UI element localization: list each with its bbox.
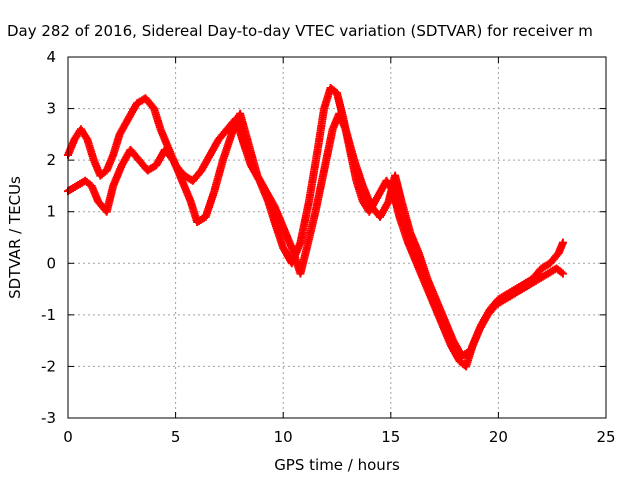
y-tick-labels: 4 3 2 1 0 -1 -2 -3 [41,48,56,427]
x-axis-label: GPS time / hours [274,456,400,474]
x-tick-labels: 0 5 10 15 20 25 [63,428,615,446]
grid-lines [68,57,606,418]
axis-ticks [67,56,607,419]
y-tick-label: 2 [46,151,56,169]
data-point [558,238,567,247]
y-tick-label: 3 [46,100,56,118]
data-points [64,83,567,371]
plot-frame [67,56,607,419]
data-point [557,268,566,277]
chart-title: Day 282 of 2016, Sidereal Day-to-day VTE… [7,22,593,40]
y-axis-label: SDTVAR / TECUs [6,176,24,299]
x-tick-label: 20 [489,428,508,446]
y-tick-label: 0 [46,254,56,272]
x-tick-label: 15 [381,428,400,446]
x-tick-label: 5 [171,428,181,446]
y-tick-label: -1 [41,306,56,324]
y-tick-label: 1 [46,203,56,221]
x-tick-label: 25 [596,428,615,446]
y-tick-label: -3 [41,409,56,427]
data-point [558,269,567,278]
x-tick-label: 10 [274,428,293,446]
x-tick-label: 0 [63,428,73,446]
y-tick-label: 4 [46,48,56,66]
y-tick-label: -2 [41,357,56,375]
